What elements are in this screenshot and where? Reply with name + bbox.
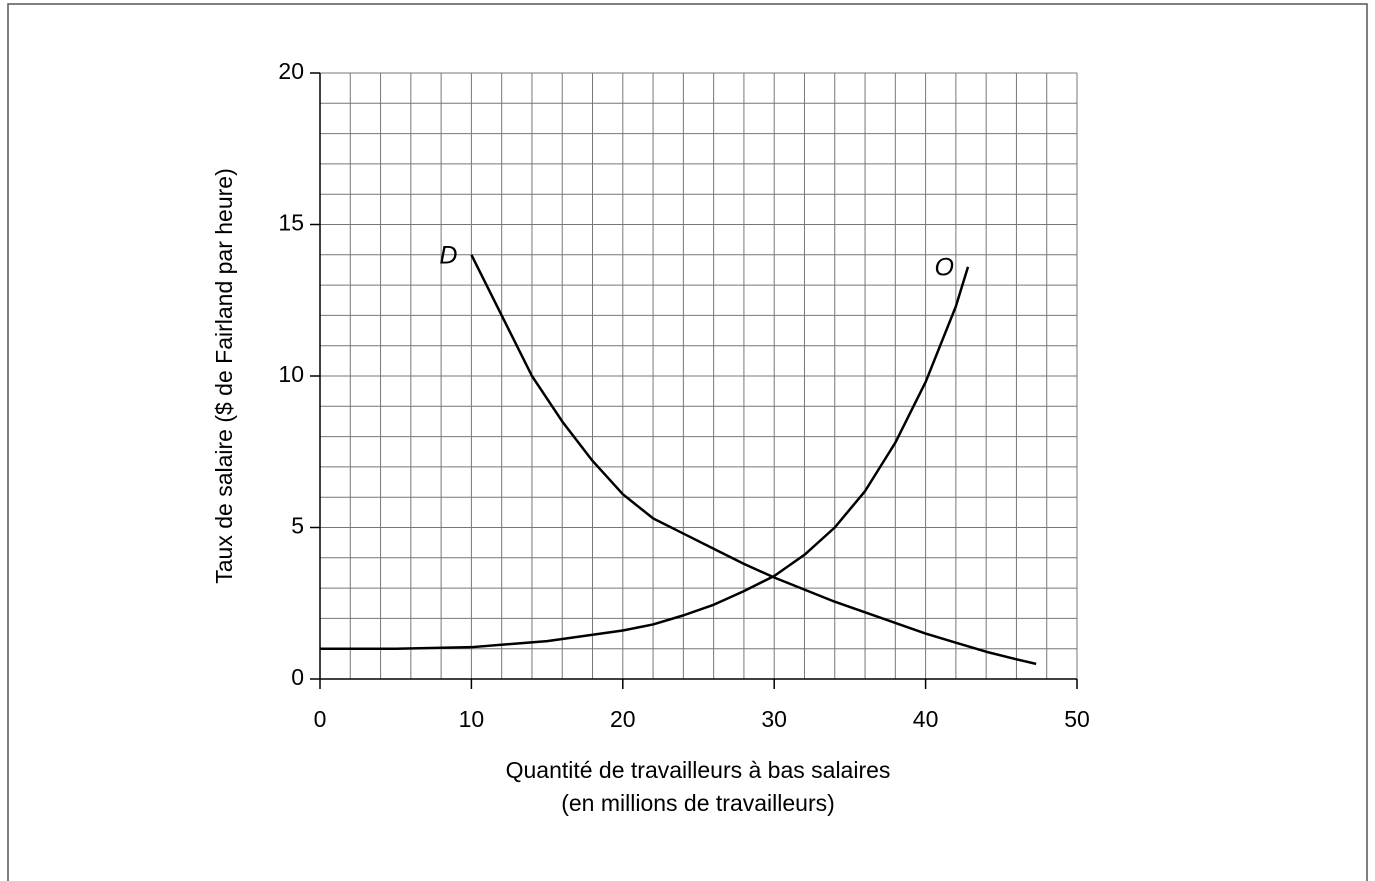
x-tick-label: 30 [761,706,787,732]
curve [320,266,970,650]
y-axis-label: Taux de salaire ($ de Fairland par heure… [211,168,237,584]
x-tick-label: 0 [314,706,327,732]
frame [7,3,1368,881]
x-tick-label: 10 [459,706,485,732]
x-tick-label: 20 [610,706,636,732]
curve-label: O [935,254,954,282]
curve-label: D [439,241,457,269]
x-tick-label: 40 [913,706,939,732]
y-tick-label: 15 [278,210,304,236]
y-tick-label: 20 [278,58,304,84]
y-tick-label: 0 [291,664,304,690]
x-axis-label: Quantité de travailleurs à bas salaires [506,757,891,783]
x-axis-label: (en millions de travailleurs) [561,790,835,816]
y-tick-label: 10 [278,361,304,387]
curve [470,254,1037,666]
y-tick-label: 5 [291,513,304,539]
x-tick-label: 50 [1064,706,1090,732]
